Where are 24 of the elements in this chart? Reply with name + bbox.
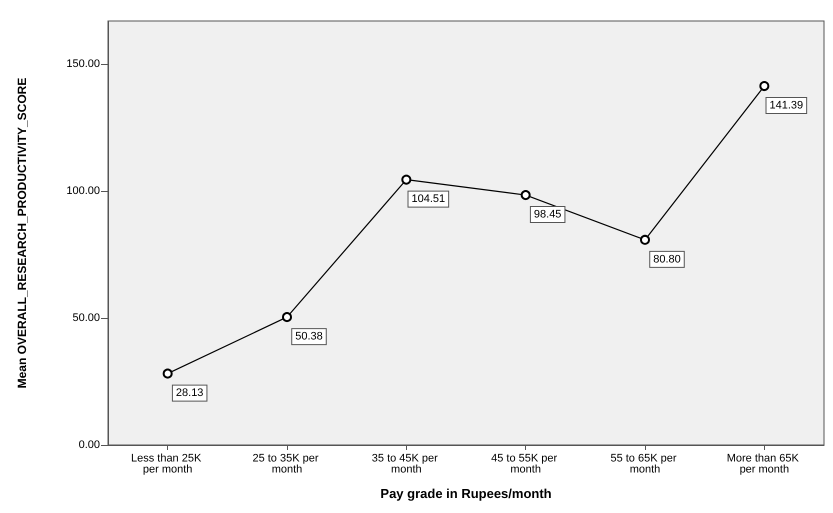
data-label: 80.80 bbox=[653, 253, 681, 266]
y-axis-title: Mean OVERALL_RESEARCH_PRODUCTIVITY_SCORE bbox=[15, 78, 29, 388]
y-tick-label: 100.00 bbox=[66, 185, 100, 198]
data-label: 141.39 bbox=[770, 100, 804, 112]
x-tick-label: 25 to 35K per month bbox=[252, 452, 322, 476]
point bbox=[640, 234, 650, 245]
y-tick-label: 50.00 bbox=[72, 312, 100, 324]
point bbox=[282, 312, 292, 322]
data-label: 98.45 bbox=[534, 208, 562, 221]
x-tick-label: 45 to 55K per month bbox=[491, 452, 560, 476]
y-tick-label: 0.00 bbox=[78, 439, 100, 451]
x-tick-label: More than 65K per month bbox=[726, 452, 802, 476]
x-tick-label: 55 to 65K per month bbox=[610, 452, 680, 476]
data-label: 104.51 bbox=[412, 193, 446, 206]
y-tick-label: 150.00 bbox=[66, 58, 100, 70]
x-axis-title: Pay grade in Rupees/month bbox=[380, 486, 552, 501]
point bbox=[401, 174, 412, 185]
x-tick-label: Less than 25K per month bbox=[130, 452, 204, 476]
data-label: 50.38 bbox=[295, 330, 323, 343]
data-label: 28.13 bbox=[176, 387, 204, 400]
point bbox=[759, 81, 770, 92]
point bbox=[162, 368, 173, 379]
point bbox=[520, 190, 531, 200]
x-tick-label: 35 to 45K per month bbox=[372, 452, 441, 476]
